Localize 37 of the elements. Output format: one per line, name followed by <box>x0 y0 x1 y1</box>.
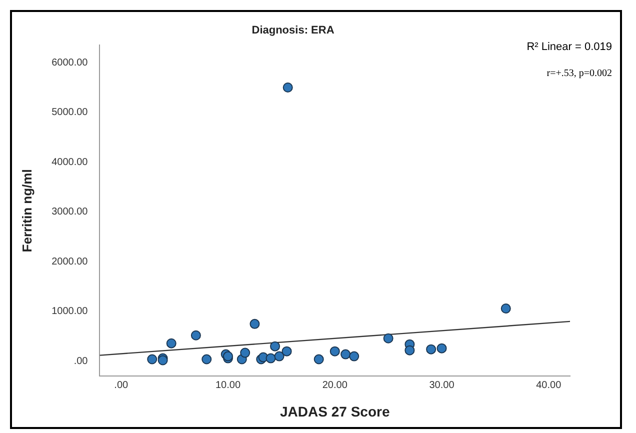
point <box>340 349 351 360</box>
y-tick-label: 2000.00 <box>52 256 88 268</box>
x-tick-label: 10.00 <box>215 380 241 391</box>
point <box>147 354 158 364</box>
point <box>190 330 201 340</box>
point <box>349 351 360 362</box>
point <box>166 338 176 348</box>
point <box>202 354 212 364</box>
point <box>383 333 394 344</box>
point <box>282 346 292 356</box>
point <box>250 318 260 329</box>
y-tick-label: 5000.00 <box>52 107 88 118</box>
x-tick-label: .00 <box>114 380 129 391</box>
y-tick-label: 6000.00 <box>52 57 88 68</box>
point <box>500 304 511 314</box>
point <box>270 341 280 352</box>
y-tick-label: 1000.00 <box>52 306 88 318</box>
x-tick-label: 40.00 <box>536 380 562 391</box>
point <box>240 348 250 358</box>
point <box>330 346 340 356</box>
annotation: R² Linear = 0.019 <box>526 41 612 53</box>
point <box>266 353 276 364</box>
point <box>314 354 324 364</box>
y-axis-title: Ferritin ng/ml <box>19 169 34 252</box>
point <box>274 351 284 362</box>
x-axis-title: JADAS 27 Score <box>280 403 390 420</box>
point <box>282 82 293 93</box>
annotation: r=+.53, p=0.002 <box>546 68 612 79</box>
point <box>404 345 415 356</box>
point <box>436 343 447 354</box>
chart-title: Diagnosis: ERA <box>252 24 334 37</box>
x-tick-label: 20.00 <box>322 380 348 391</box>
y-tick-label: 3000.00 <box>52 206 88 218</box>
y-tick-label: .00 <box>74 356 88 368</box>
point <box>426 344 436 354</box>
x-tick-label: 30.00 <box>429 380 455 391</box>
y-tick-label: 4000.00 <box>52 156 88 168</box>
